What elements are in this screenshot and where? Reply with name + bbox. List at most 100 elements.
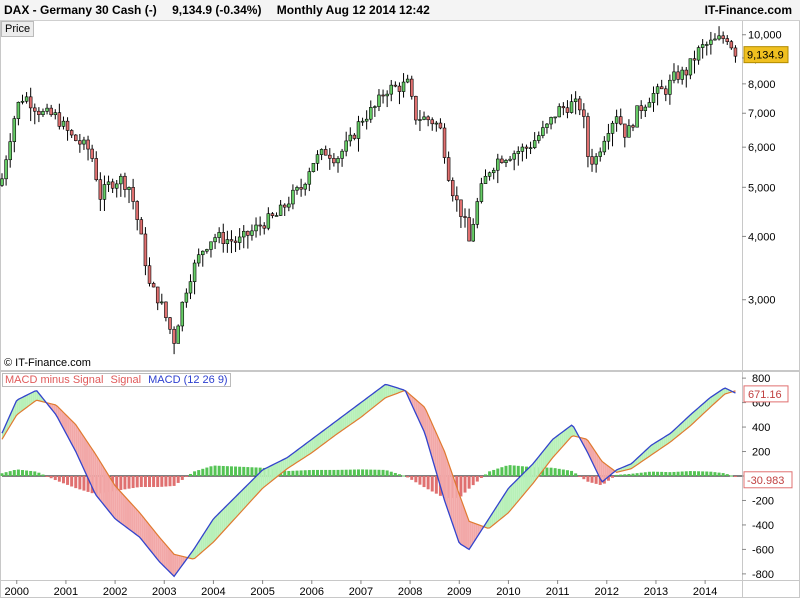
candle-down <box>426 116 430 121</box>
candle-down <box>233 240 238 243</box>
candle-down <box>155 286 160 304</box>
macd-fill-down <box>90 446 93 488</box>
macd-fill-down <box>421 404 425 432</box>
candle-down <box>229 239 234 242</box>
hist-bar-positive <box>229 466 233 476</box>
hist-bar-positive <box>291 470 295 476</box>
hist-bar-negative <box>45 476 49 477</box>
hist-bar-positive <box>651 471 655 476</box>
macd-fill-up <box>200 535 203 554</box>
candle-up <box>303 183 307 190</box>
candle-down <box>33 107 37 112</box>
candle-up <box>541 127 545 136</box>
macd-fill-up <box>680 422 683 435</box>
macd-fill-down <box>583 438 586 450</box>
candle-up <box>4 159 8 180</box>
macd-fill-up <box>526 468 529 492</box>
macd-fill-up <box>706 398 709 411</box>
macd-fill-up <box>653 442 656 454</box>
candle-up <box>643 106 648 111</box>
brand-label: IT-Finance.com <box>704 3 792 17</box>
macd-fill-down <box>419 403 422 427</box>
candle-up <box>512 153 516 160</box>
candle-down <box>98 179 103 200</box>
candle-down <box>639 105 643 111</box>
macd-fill-down <box>462 504 466 547</box>
hist-bar-negative <box>606 476 610 481</box>
hist-bar-positive <box>25 470 29 476</box>
hist-bar-positive <box>565 470 569 476</box>
candle-down <box>328 154 332 159</box>
legend-signal[interactable]: Signal <box>110 374 142 386</box>
hist-bar-negative <box>459 476 463 497</box>
hist-bar-positive <box>483 474 487 476</box>
macd-fill-down <box>137 510 140 537</box>
hist-bar-positive <box>188 473 192 476</box>
candle-up <box>192 262 197 282</box>
legend-hist[interactable]: MACD minus Signal <box>5 374 104 386</box>
hist-bar-positive <box>205 467 209 476</box>
macd-fill-down <box>145 519 148 547</box>
hist-bar-positive <box>393 472 397 476</box>
macd-tick-label: -400 <box>752 520 774 532</box>
hist-bar-positive <box>4 472 8 476</box>
candle-up <box>295 187 299 191</box>
hist-bar-positive <box>553 468 557 476</box>
hist-bar-negative <box>61 476 65 484</box>
candle-up <box>610 122 615 134</box>
macd-fill-up <box>544 446 547 468</box>
candle-up <box>225 239 230 245</box>
hist-bar-negative <box>578 476 582 477</box>
candle-up <box>213 237 217 243</box>
macd-fill-up <box>20 397 23 413</box>
price-tick-label: 7,000 <box>748 108 776 120</box>
hist-bar-positive <box>570 470 574 476</box>
macd-fill-up <box>573 426 576 437</box>
hist-bar-positive <box>692 471 696 476</box>
candle-up <box>291 189 295 205</box>
macd-fill-up <box>397 387 400 394</box>
macd-fill-up <box>518 476 521 501</box>
hist-bar-negative <box>123 476 127 490</box>
macd-tick-label: 800 <box>752 373 770 385</box>
hist-bar-positive <box>246 467 250 476</box>
candle-up <box>237 236 242 243</box>
candle-down <box>131 187 135 202</box>
macd-fill-up <box>559 432 562 451</box>
hist-bar-positive <box>664 472 668 476</box>
hist-bar-positive <box>320 469 324 476</box>
candle-up <box>201 250 205 256</box>
candle-down <box>623 123 627 138</box>
candle-down <box>69 130 74 136</box>
macd-fill-down <box>141 514 144 542</box>
macd-fill-up <box>495 504 498 523</box>
price-tab[interactable]: Price <box>1 21 35 37</box>
candle-up <box>319 149 324 155</box>
candle-up <box>242 230 246 238</box>
hist-bar-positive <box>381 469 385 476</box>
hist-bar-negative <box>160 476 164 487</box>
candle-up <box>573 98 578 103</box>
hist-bar-positive <box>365 469 369 476</box>
candle-up <box>545 123 549 128</box>
hist-bar-positive <box>512 465 516 476</box>
macd-fill-up <box>208 522 211 546</box>
macd-fill-down <box>88 442 91 483</box>
candle-down <box>414 95 418 121</box>
macd-fill-up <box>391 386 394 396</box>
candle-down <box>684 69 689 76</box>
macd-fill-up <box>317 433 320 449</box>
macd-fill-up <box>344 413 347 429</box>
macd-fill-down <box>61 410 64 429</box>
candle-down <box>143 233 148 267</box>
legend-macd[interactable]: MACD (12 26 9) <box>148 374 228 386</box>
macd-fill-up <box>217 513 220 539</box>
macd-fill-up <box>352 407 355 424</box>
candle-down <box>397 85 402 92</box>
macd-fill-down <box>133 505 136 534</box>
candle-up <box>606 133 611 142</box>
hist-bar-positive <box>647 471 651 476</box>
candle-down <box>459 199 463 217</box>
macd-fill-down <box>442 446 445 501</box>
macd-fill-up <box>16 399 19 416</box>
